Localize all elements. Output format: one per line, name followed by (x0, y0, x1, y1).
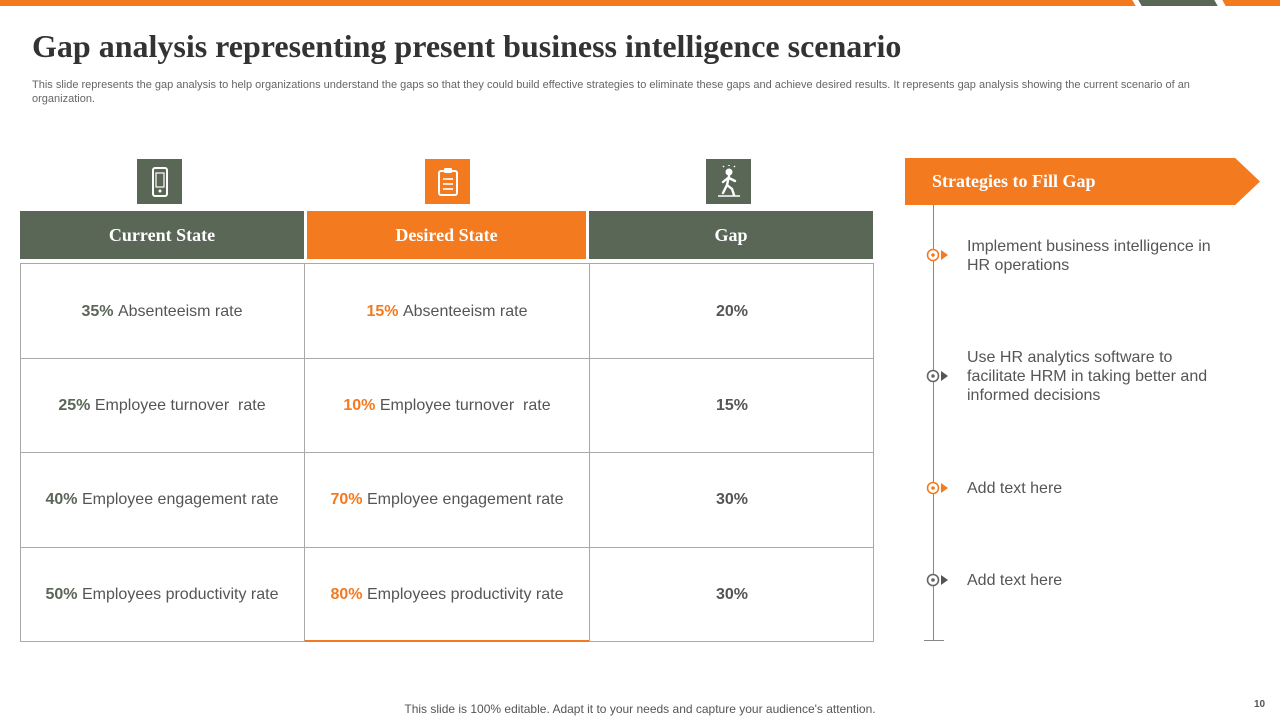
table-cell-current: 50% Employees productivity rate (20, 548, 304, 642)
mobile-phone-icon (137, 159, 182, 204)
timeline-marker-icon (926, 481, 948, 495)
desired-label: Employee turnover rate (379, 397, 551, 414)
strategy-item: Use HR analytics software to facilitate … (967, 349, 1208, 404)
table-cell-gap: 30% (715, 586, 749, 603)
table-divider (20, 547, 874, 548)
timeline-marker-icon (926, 369, 948, 383)
current-label: Employee turnover rate (94, 397, 266, 414)
current-value: 50% (45, 586, 78, 603)
page-title: Gap analysis representing present busine… (32, 28, 902, 64)
timeline-marker-icon (926, 248, 948, 262)
table-cell-current: 25% Employee turnover rate (20, 359, 304, 453)
current-value: 40% (45, 491, 78, 508)
page-subtitle: This slide represents the gap analysis t… (32, 79, 1190, 105)
clipboard-icon (425, 159, 470, 204)
desired-value: 80% (330, 586, 363, 603)
strategy-item: Add text here (967, 480, 1063, 497)
table-cell-gap: 30% (715, 491, 749, 508)
table-cell-current: 35% Absenteeism rate (20, 265, 304, 359)
table-cell-desired: 80% Employees productivity rate (305, 548, 589, 642)
timeline-end (924, 640, 944, 641)
strategies-heading: Strategies to Fill Gap (905, 158, 1260, 205)
table-cell-gap: 20% (715, 303, 749, 320)
desired-column-accent (305, 640, 589, 642)
table-cell-gap: 15% (715, 397, 749, 414)
header-gap: Gap (589, 211, 873, 259)
desired-label: Absenteeism rate (402, 303, 528, 320)
desired-value: 70% (330, 491, 363, 508)
header-current-state: Current State (20, 211, 304, 259)
table-cell-desired: 15% Absenteeism rate (305, 265, 589, 359)
table-cell-desired: 10% Employee turnover rate (305, 359, 589, 453)
top-accent-bar (0, 0, 1280, 6)
header-desired-state: Desired State (307, 211, 586, 259)
desired-value: 10% (343, 397, 376, 414)
current-value: 25% (58, 397, 91, 414)
strategy-item: Add text here (967, 572, 1063, 589)
page-number: 10 (1254, 699, 1266, 710)
strategy-item: Implement business intelligence in HR op… (967, 238, 1211, 274)
desired-value: 15% (366, 303, 399, 320)
table-divider (20, 452, 874, 453)
table-cell-current: 40% Employee engagement rate (20, 453, 304, 547)
current-label: Absenteeism rate (117, 303, 243, 320)
footer-note: This slide is 100% editable. Adapt it to… (404, 702, 876, 716)
current-label: Employee engagement rate (81, 491, 279, 508)
current-value: 35% (81, 303, 114, 320)
current-label: Employees productivity rate (81, 586, 279, 603)
top-bar-dark-segment (1138, 0, 1220, 6)
table-cell-desired: 70% Employee engagement rate (305, 453, 589, 547)
timeline-marker-icon (926, 573, 948, 587)
table-divider (20, 358, 874, 359)
strategies-timeline (933, 205, 934, 641)
person-walking-icon (706, 159, 751, 204)
desired-label: Employees productivity rate (366, 586, 564, 603)
desired-label: Employee engagement rate (366, 491, 564, 508)
